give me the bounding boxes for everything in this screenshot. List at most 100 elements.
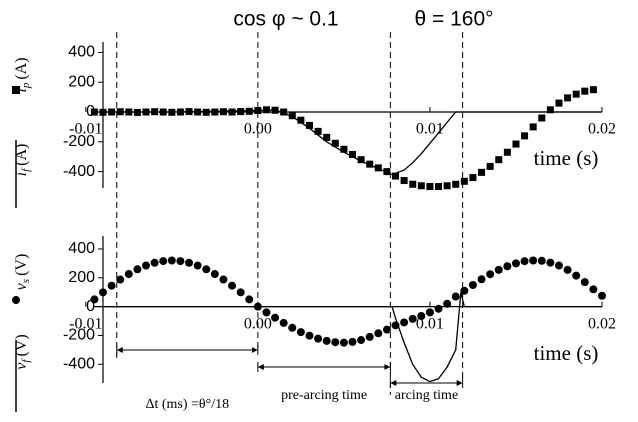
label-sub: f [20, 167, 32, 172]
data-point [357, 156, 365, 164]
data-point [494, 265, 503, 274]
data-point [322, 336, 331, 345]
annotation: arcing time [395, 388, 458, 403]
data-point [564, 94, 572, 102]
data-point [486, 162, 494, 170]
y-tick-label: 200 [68, 269, 95, 286]
data-point [228, 108, 236, 116]
x-tick-label: 0.02 [588, 121, 616, 138]
x-axis-label: time (s) [534, 146, 599, 170]
data-point [331, 139, 339, 147]
data-point [503, 148, 511, 156]
data-point [365, 332, 374, 341]
y-tick-label: -200 [63, 327, 95, 344]
series-line [94, 292, 602, 383]
data-point [211, 108, 219, 116]
annotation: cos φ ~ 0.1 [233, 8, 338, 31]
data-point [236, 288, 245, 297]
data-point [495, 156, 503, 164]
data-point [400, 318, 409, 327]
data-point [159, 257, 168, 266]
data-point [408, 314, 417, 323]
data-point [374, 329, 383, 338]
label-sub: p [20, 82, 32, 89]
data-point [580, 278, 589, 287]
data-point [425, 308, 434, 317]
label-sub: f [20, 358, 32, 363]
data-point [339, 338, 348, 347]
annotation: θ = 160° [414, 8, 493, 31]
data-point [124, 270, 133, 279]
data-point [279, 318, 288, 327]
data-point [90, 295, 99, 304]
data-point [107, 281, 116, 290]
label-unit: (V) [13, 334, 30, 356]
data-point [305, 121, 313, 129]
data-point [193, 261, 202, 270]
data-point [288, 112, 296, 120]
legend-square [12, 86, 20, 94]
data-point [486, 270, 495, 279]
x-tick-label: 0.02 [588, 315, 616, 332]
data-point [167, 256, 176, 265]
x-tick-label: -0.01 [69, 121, 102, 138]
y-tick-label: 400 [68, 44, 95, 61]
data-point [417, 182, 425, 190]
data-point [452, 180, 460, 188]
data-point [357, 336, 366, 345]
data-point [589, 86, 597, 94]
data-point [443, 182, 451, 190]
data-point [331, 338, 340, 347]
data-point [202, 108, 210, 116]
label-unit: (A) [13, 57, 30, 79]
data-point [219, 275, 228, 284]
data-point [598, 291, 606, 300]
data-point [228, 281, 237, 290]
data-point [314, 127, 322, 135]
y-tick-label: -200 [63, 133, 95, 150]
data-point [133, 265, 142, 274]
series-line [94, 109, 602, 176]
data-point [581, 87, 589, 95]
data-point [529, 256, 538, 265]
data-point [296, 328, 305, 337]
annotation: Δt (ms) =θ°/18 [145, 397, 229, 412]
data-point [340, 145, 348, 153]
data-point [589, 285, 598, 294]
x-axis-label: time (s) [534, 341, 599, 365]
data-point [374, 164, 382, 172]
data-point [503, 262, 512, 271]
y-tick-label: -400 [63, 355, 95, 372]
data-point [202, 265, 211, 274]
data-point [451, 292, 460, 301]
label-sub: s [20, 279, 32, 283]
data-point [521, 132, 529, 140]
data-point [245, 295, 254, 304]
y-axis-label: ip (A) [13, 57, 32, 92]
label-symbol: i [13, 88, 30, 92]
data-point [366, 160, 374, 168]
data-point [150, 258, 159, 267]
x-tick-label: -0.01 [69, 315, 102, 332]
data-point [348, 337, 357, 346]
data-point [572, 90, 580, 98]
y-tick-label: -400 [63, 163, 95, 180]
annotation: pre-arcing time [281, 388, 367, 403]
x-tick-label: 0.00 [244, 121, 272, 138]
data-point [511, 259, 520, 268]
y-tick-label: 0 [86, 103, 95, 120]
y-axis-label: if(A) [13, 144, 32, 177]
data-point [382, 325, 391, 334]
data-point [529, 123, 537, 131]
label-unit: (A) [13, 144, 30, 166]
data-point [443, 299, 452, 308]
data-point [554, 261, 563, 270]
data-point [349, 150, 356, 158]
data-point [314, 334, 323, 343]
data-point [563, 265, 572, 274]
data-point [400, 177, 408, 185]
label-symbol: v [13, 362, 30, 370]
data-point [280, 108, 288, 116]
data-point [469, 174, 477, 182]
data-point [142, 261, 151, 270]
